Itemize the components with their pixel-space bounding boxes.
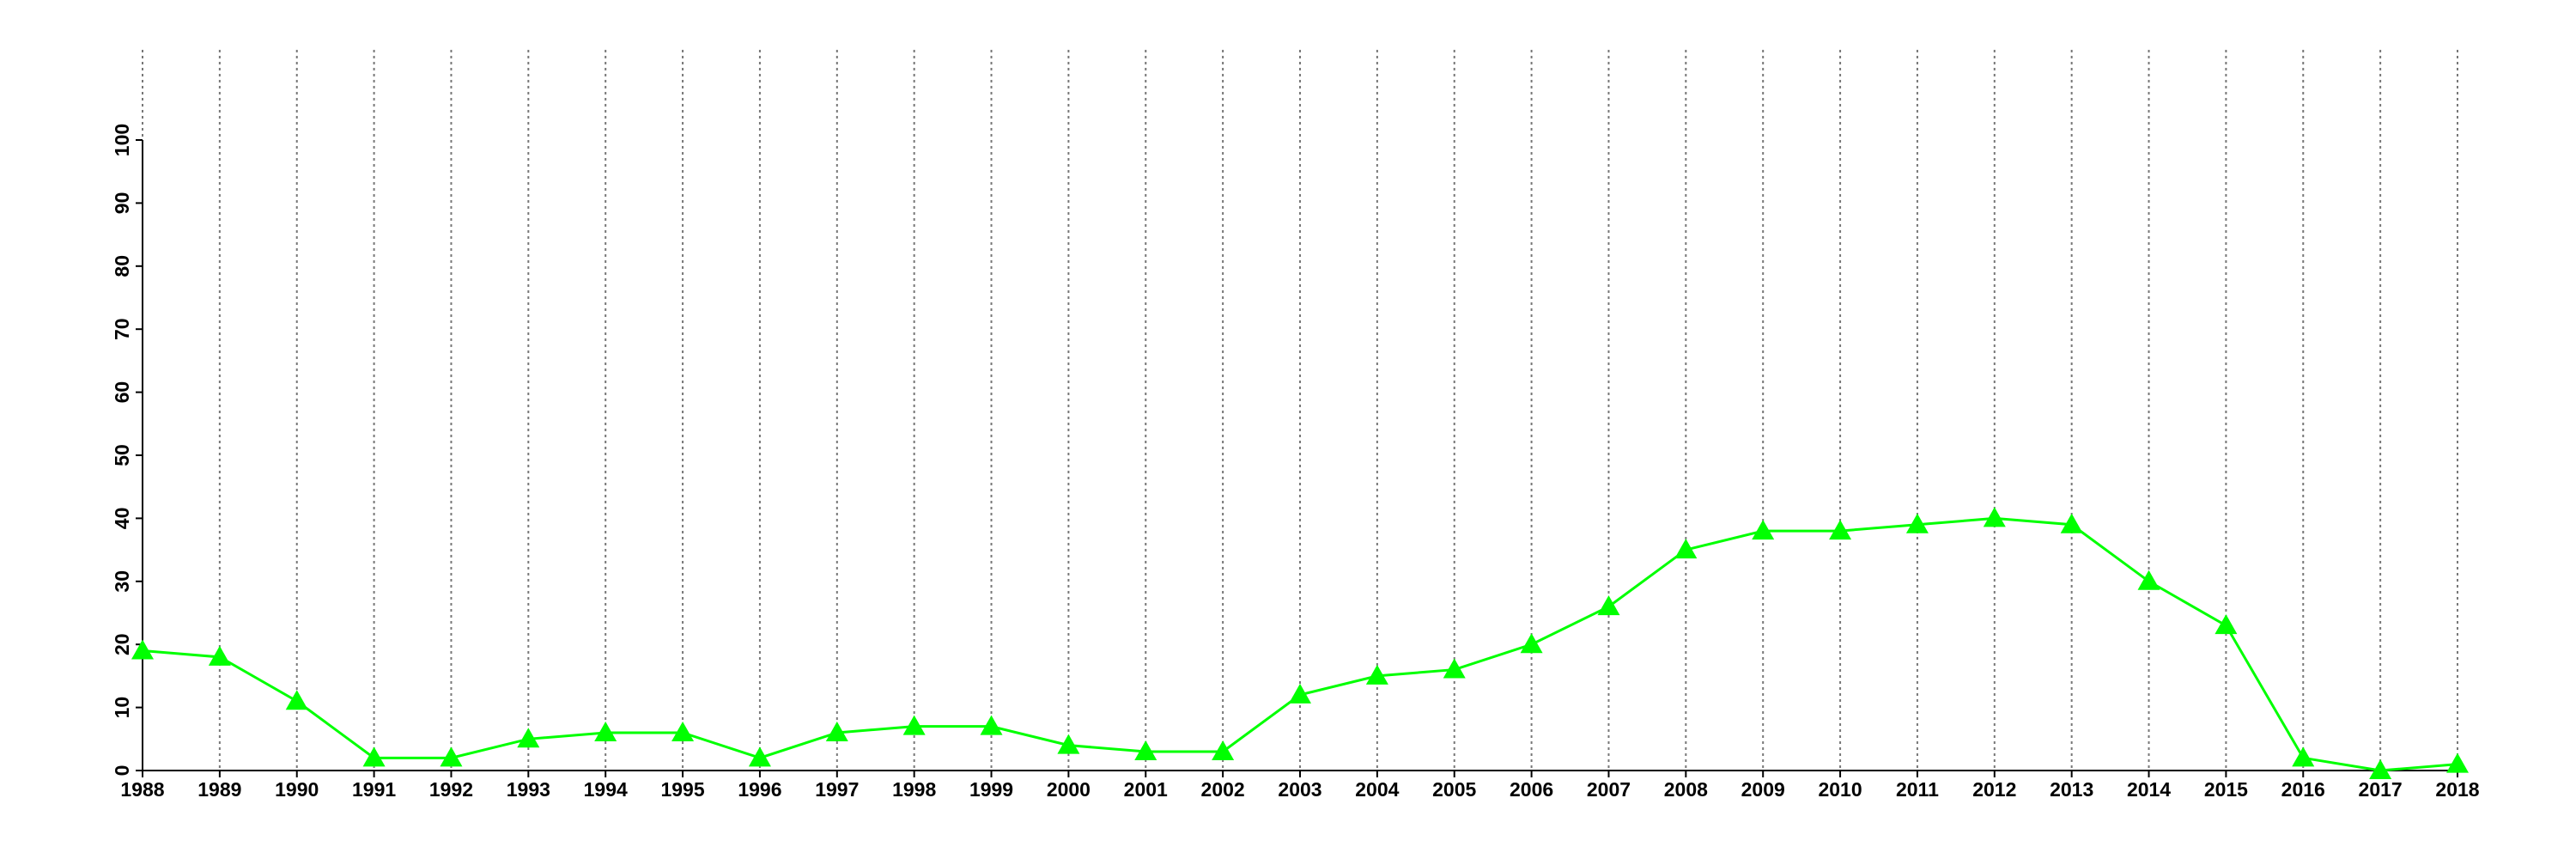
x-tick-label: 2000 bbox=[1047, 778, 1091, 801]
marker bbox=[440, 746, 463, 767]
marker bbox=[2446, 752, 2469, 773]
x-tick-label: 2002 bbox=[1201, 778, 1245, 801]
x-tick-label: 1995 bbox=[660, 778, 704, 801]
x-tick-label: 1996 bbox=[738, 778, 781, 801]
x-tick-label: 2016 bbox=[2281, 778, 2325, 801]
x-tick-label: 2014 bbox=[2127, 778, 2171, 801]
marker bbox=[1520, 633, 1543, 654]
marker bbox=[1134, 740, 1157, 760]
marker bbox=[748, 746, 771, 767]
marker bbox=[2137, 570, 2160, 590]
marker bbox=[1212, 740, 1235, 760]
marker bbox=[671, 721, 695, 741]
marker bbox=[208, 645, 231, 666]
x-tick-label: 2001 bbox=[1124, 778, 1168, 801]
marker bbox=[131, 639, 154, 660]
x-tick-label: 1989 bbox=[197, 778, 241, 801]
y-tick-label: 90 bbox=[111, 192, 133, 215]
marker bbox=[2060, 513, 2083, 533]
marker bbox=[825, 721, 848, 741]
marker bbox=[1365, 664, 1388, 685]
x-tick-label: 2018 bbox=[2435, 778, 2479, 801]
x-tick-label: 2017 bbox=[2359, 778, 2403, 801]
y-tick-label: 30 bbox=[111, 570, 133, 593]
x-tick-label: 2005 bbox=[1432, 778, 1476, 801]
x-tick-label: 2012 bbox=[1972, 778, 2016, 801]
x-tick-label: 1990 bbox=[275, 778, 319, 801]
x-tick-label: 1991 bbox=[352, 778, 396, 801]
y-tick-label: 50 bbox=[111, 444, 133, 466]
x-tick-label: 2011 bbox=[1896, 778, 1939, 801]
x-tick-label: 2008 bbox=[1664, 778, 1708, 801]
y-tick-label: 20 bbox=[111, 633, 133, 655]
x-tick-label: 2006 bbox=[1510, 778, 1553, 801]
x-tick-label: 1994 bbox=[584, 778, 628, 801]
x-tick-label: 2009 bbox=[1741, 778, 1785, 801]
x-tick-label: 1997 bbox=[815, 778, 859, 801]
marker bbox=[1674, 539, 1698, 559]
marker bbox=[1289, 683, 1311, 704]
x-tick-label: 2004 bbox=[1355, 778, 1399, 801]
y-tick-label: 40 bbox=[111, 508, 133, 530]
marker bbox=[2215, 614, 2238, 635]
x-tick-label: 2003 bbox=[1278, 778, 1321, 801]
x-tick-label: 2010 bbox=[1818, 778, 1862, 801]
marker bbox=[517, 728, 540, 748]
y-tick-label: 70 bbox=[111, 318, 133, 340]
x-tick-label: 2013 bbox=[2050, 778, 2093, 801]
marker bbox=[1905, 513, 1929, 533]
y-tick-label: 10 bbox=[111, 697, 133, 719]
marker bbox=[594, 721, 617, 741]
marker bbox=[362, 746, 386, 767]
y-tick-label: 60 bbox=[111, 381, 133, 404]
x-tick-label: 1992 bbox=[429, 778, 473, 801]
x-tick-label: 2015 bbox=[2204, 778, 2248, 801]
x-tick-label: 1993 bbox=[507, 778, 550, 801]
y-tick-label: 0 bbox=[111, 765, 133, 777]
y-tick-label: 100 bbox=[111, 124, 133, 156]
marker bbox=[1983, 507, 2006, 527]
grid bbox=[142, 50, 2458, 771]
y-tick-label: 80 bbox=[111, 255, 133, 277]
marker bbox=[902, 715, 926, 735]
x-tick-label: 1988 bbox=[120, 778, 164, 801]
x-tick-label: 2007 bbox=[1587, 778, 1631, 801]
marker bbox=[1829, 520, 1852, 540]
marker bbox=[2292, 746, 2315, 767]
x-tick-label: 1998 bbox=[892, 778, 936, 801]
x-tick-label: 1999 bbox=[969, 778, 1013, 801]
marker bbox=[1443, 658, 1466, 679]
marker bbox=[1752, 520, 1775, 540]
marker bbox=[2369, 759, 2392, 779]
marker bbox=[1057, 734, 1080, 754]
marker bbox=[980, 715, 1003, 735]
marker bbox=[285, 690, 308, 710]
marker bbox=[1597, 595, 1620, 616]
